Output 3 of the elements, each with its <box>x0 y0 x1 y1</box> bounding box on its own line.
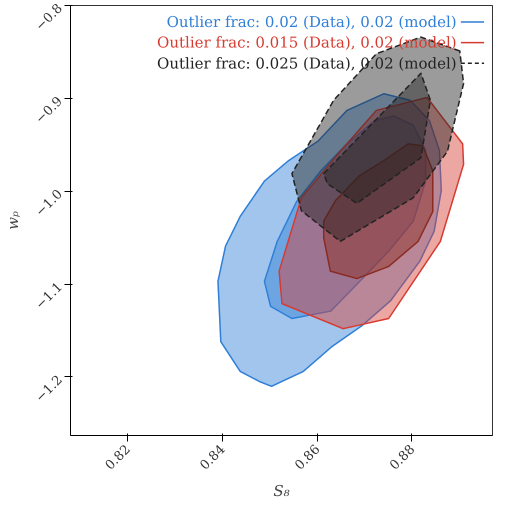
legend-label: Outlier frac: 0.02 (Data), 0.02 (model) <box>166 13 457 32</box>
x-axis-title: S₈ <box>273 482 290 500</box>
y-axis-title: wₚ <box>4 211 22 230</box>
